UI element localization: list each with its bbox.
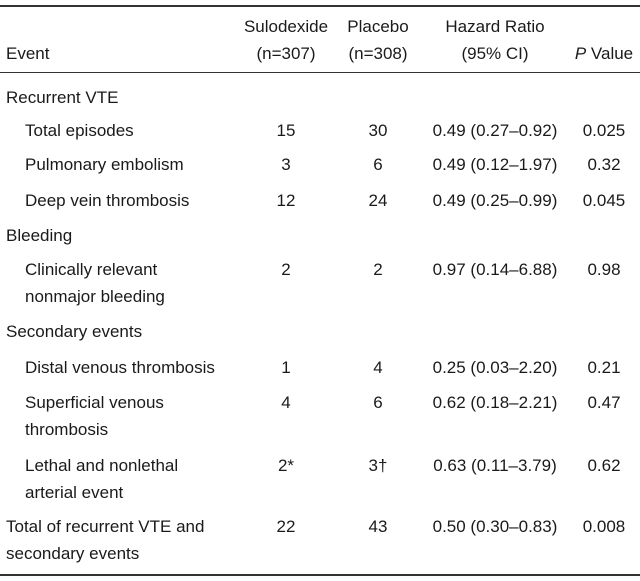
- table-header-rule: [0, 72, 640, 73]
- header-sulodexide: Sulodexide: [243, 17, 329, 36]
- header-p-italic: P: [574, 44, 587, 63]
- row-event: Clinically relevant: [25, 260, 158, 279]
- row-p-value: 0.47: [587, 393, 621, 412]
- table-bottom-rule: [0, 574, 640, 576]
- total-placebo: 43: [368, 517, 388, 536]
- row-p-value: 0.025: [582, 121, 626, 140]
- row-placebo: 6: [373, 155, 383, 174]
- row-event: Total episodes: [25, 121, 134, 140]
- row-event: Lethal and nonlethal: [25, 456, 179, 475]
- row-event: Deep vein thrombosis: [25, 191, 190, 210]
- row-hazard-ratio: 0.97 (0.14–6.88): [432, 260, 558, 279]
- total-event: Total of recurrent VTE and: [6, 517, 205, 536]
- header-p-value: P Value: [572, 41, 636, 66]
- row-sulodexide: 2: [281, 260, 291, 279]
- table-top-rule: [0, 5, 640, 7]
- section-title-recurrent-vte: Recurrent VTE: [6, 88, 119, 107]
- row-sulodexide: 15: [276, 121, 296, 140]
- row-event-cont: thrombosis: [25, 420, 109, 439]
- section-title-secondary-events: Secondary events: [6, 322, 143, 341]
- row-hazard-ratio: 0.63 (0.11–3.79): [433, 456, 557, 475]
- row-sulodexide: 1: [281, 358, 291, 377]
- row-event-cont: arterial event: [25, 483, 124, 502]
- row-sulodexide: 4: [281, 393, 291, 412]
- row-hazard-ratio: 0.49 (0.25–0.99): [432, 191, 558, 210]
- row-placebo: 3†: [368, 456, 388, 475]
- header-hazard-ratio: Hazard Ratio: [445, 17, 545, 36]
- row-event: Pulmonary embolism: [25, 155, 184, 174]
- row-hazard-ratio: 0.49 (0.27–0.92): [432, 121, 558, 140]
- row-sulodexide: 2*: [277, 456, 295, 475]
- row-p-value: 0.98: [587, 260, 621, 279]
- total-p-value: 0.008: [582, 517, 626, 536]
- row-hazard-ratio: 0.49 (0.12–1.97): [432, 155, 558, 174]
- row-placebo: 6: [373, 393, 383, 412]
- row-p-value: 0.32: [587, 155, 621, 174]
- total-event-cont: secondary events: [6, 544, 140, 563]
- row-sulodexide: 12: [276, 191, 296, 210]
- section-title-bleeding: Bleeding: [6, 226, 73, 245]
- row-event-cont: nonmajor bleeding: [25, 287, 165, 306]
- row-p-value: 0.21: [587, 358, 621, 377]
- row-event: Superficial venous: [25, 393, 164, 412]
- row-placebo: 4: [373, 358, 383, 377]
- row-hazard-ratio: 0.62 (0.18–2.21): [432, 393, 558, 412]
- row-p-value: 0.045: [582, 191, 626, 210]
- header-placebo: Placebo: [347, 17, 409, 36]
- header-p-rest: Value: [586, 44, 634, 63]
- header-event: Event: [6, 44, 50, 63]
- row-placebo: 2: [373, 260, 383, 279]
- row-p-value: 0.62: [587, 456, 621, 475]
- total-hazard-ratio: 0.50 (0.30–0.83): [432, 517, 558, 536]
- row-placebo: 30: [368, 121, 388, 140]
- header-ci: (95% CI): [461, 44, 529, 63]
- header-sulodexide-n: (n=307): [256, 44, 316, 63]
- row-event: Distal venous thrombosis: [25, 358, 215, 377]
- total-sulodexide: 22: [276, 517, 296, 536]
- row-hazard-ratio: 0.25 (0.03–2.20): [432, 358, 558, 377]
- header-placebo-n: (n=308): [348, 44, 408, 63]
- row-sulodexide: 3: [281, 155, 291, 174]
- row-placebo: 24: [368, 191, 388, 210]
